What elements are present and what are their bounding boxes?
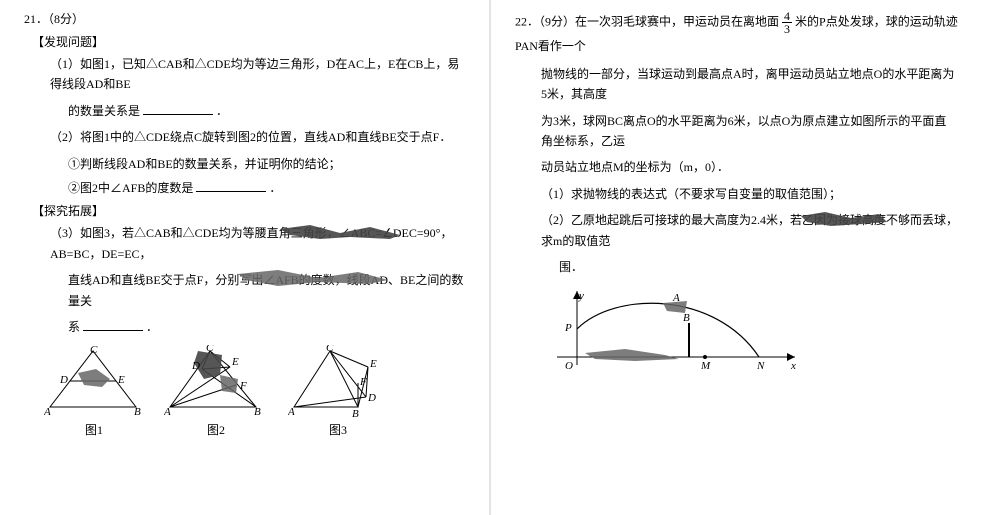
figure-3: C E F D A B [288,345,388,417]
q21-2a: ①判断线段AD和BE的数量关系，并证明你的结论； [68,154,467,174]
q21-3c-post: ． [146,320,158,334]
q21-1-cont: 的数量关系是 ． [68,101,467,121]
q21-3: （3）如图3，若△CAB和△CDE均为等腰直角三角形，∠ABC=∠DEC=90°… [50,223,467,264]
figure-2-label: 图2 [207,421,225,438]
svg-text:A: A [44,406,51,417]
svg-text:B: B [134,406,141,417]
svg-text:F: F [359,376,367,388]
svg-text:D: D [59,374,68,386]
q21-number: 21．（8分） [24,10,467,27]
q21-2b-post: ． [269,181,281,195]
fraction-4-3: 4 3 [782,10,792,35]
svg-text:y: y [578,290,584,302]
q21-3c: 系 ． [68,317,467,337]
svg-text:E: E [117,374,125,386]
svg-text:A: A [164,406,171,417]
svg-text:A: A [672,292,680,304]
svg-text:B: B [352,408,359,417]
scribble-overlay-text1 [280,223,440,241]
parabola-svg: y P A B O M N x [555,287,805,382]
figure-1-label: 图1 [85,421,103,438]
svg-text:C: C [90,345,98,356]
figure-2-cell: C D E F A B 图2 [164,345,268,438]
q22-2: （2）乙原地起跳后可接球的最大高度为2.4米，若乙因为接球高度不够而丢球，求m的… [541,210,958,251]
svg-text:E: E [369,358,377,370]
svg-text:C: C [326,345,334,354]
period1: ． [216,104,228,118]
right-page: 22．（9分）在一次羽毛球赛中，甲运动员在离地面 4 3 米的P点处发球，球的运… [491,0,982,515]
svg-text:x: x [790,360,796,372]
q22-2b: 围． [559,257,958,277]
figure-3-label: 图3 [329,421,347,438]
figure-3-cell: C E F D A B 图3 [288,345,388,438]
svg-text:M: M [700,360,711,372]
section-discover: 【发现问题】 [32,33,467,50]
parabola-figure: y P A B O M N x [555,287,958,386]
svg-text:E: E [231,356,239,368]
figure-row: C D E A B 图1 C D E F [44,345,467,438]
svg-text:A: A [288,406,295,417]
q22-line3: 为3米，球网BC离点O的水平距离为6米，以点O为原点建立如图所示的平面直角坐标系… [541,111,958,152]
q21-1-text1: （1）如图1，已知△CAB和△CDE均为等边三角形，D在AC上，E在CB上，易得… [50,57,459,91]
svg-text:C: C [206,345,214,354]
q21-2: （2）将图1中的△CDE绕点C旋转到图2的位置，直线AD和直线BE交于点F． [50,127,467,147]
svg-text:B: B [254,406,261,417]
svg-text:B: B [683,312,690,324]
scribble-overlay-text2 [238,270,398,288]
q22-num: 22．（9分）在一次羽毛球赛中，甲运动员在离地面 [515,14,779,28]
figure-1-cell: C D E A B 图1 [44,345,144,438]
q22-line2: 抛物线的一部分，当球运动到最高点A时，离甲运动员站立地点O的水平距离为5米，其高… [541,64,958,105]
figure-2: C D E F A B [164,345,268,417]
svg-text:D: D [191,360,200,372]
svg-text:O: O [565,360,573,372]
blank-1 [143,103,213,115]
blank-2 [196,180,266,192]
q21-3c-pre: 系 [68,320,80,334]
q21-1: （1）如图1，已知△CAB和△CDE均为等边三角形，D在AC上，E在CB上，易得… [50,54,467,95]
q22-line4: 动员站立地点M的坐标为（m，0）． [541,157,958,177]
frac-den: 3 [782,23,792,35]
svg-text:D: D [367,392,376,404]
q22-2-text: （2）乙原地起跳后可接球的最大高度为2.4米，若乙因为接球高度不够而丢球，求m的… [541,213,958,247]
q22-1: （1）求抛物线的表达式（不要求写自变量的取值范围）； [541,184,958,204]
q21-1-text2: 的数量关系是 [68,104,140,118]
scribble-overlay-q22 [801,212,891,228]
svg-text:P: P [564,322,572,334]
q21-2b: ②图2中∠AFB的度数是 ． [68,178,467,198]
svg-text:N: N [756,360,765,372]
left-page: 21．（8分） 【发现问题】 （1）如图1，已知△CAB和△CDE均为等边三角形… [0,0,491,515]
q21-2b-pre: ②图2中∠AFB的度数是 [68,181,193,195]
q22-line1: 22．（9分）在一次羽毛球赛中，甲运动员在离地面 4 3 米的P点处发球，球的运… [515,10,958,58]
q21-3b: 直线AD和直线BE交于点F，分别写出∠AFB的度数，线段AD、BE之间的数量关 [68,270,467,311]
blank-3 [83,319,143,331]
figure-1: C D E A B [44,345,144,417]
section-explore: 【探究拓展】 [32,202,467,219]
svg-text:F: F [239,380,247,392]
